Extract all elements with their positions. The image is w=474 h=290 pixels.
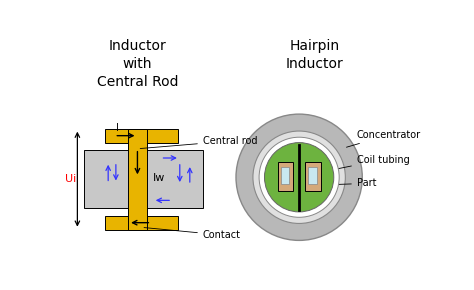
Text: Hairpin
Inductor: Hairpin Inductor: [286, 39, 343, 71]
Bar: [281, 167, 289, 184]
Circle shape: [236, 114, 362, 240]
Bar: [83, 150, 203, 208]
Text: Concentrator: Concentrator: [346, 130, 421, 147]
Circle shape: [253, 131, 346, 224]
Text: I: I: [116, 123, 119, 133]
Bar: [105, 129, 178, 143]
Text: Contact: Contact: [144, 228, 241, 240]
Text: Part: Part: [325, 178, 376, 188]
Bar: [105, 216, 178, 230]
Bar: [309, 167, 317, 184]
Text: Iw: Iw: [153, 173, 165, 183]
Bar: [305, 162, 321, 191]
Bar: [128, 129, 147, 230]
Bar: [278, 162, 293, 191]
Text: Inductor
with
Central Rod: Inductor with Central Rod: [97, 39, 178, 89]
Text: Coil tubing: Coil tubing: [337, 155, 410, 169]
Text: Ui: Ui: [64, 174, 76, 184]
Circle shape: [259, 137, 339, 217]
Text: Central rod: Central rod: [140, 136, 257, 148]
Circle shape: [264, 143, 334, 212]
